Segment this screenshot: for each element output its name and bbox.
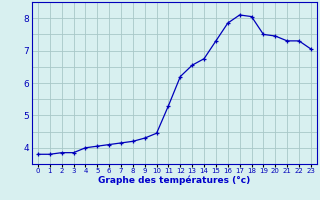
X-axis label: Graphe des températures (°c): Graphe des températures (°c) xyxy=(98,176,251,185)
